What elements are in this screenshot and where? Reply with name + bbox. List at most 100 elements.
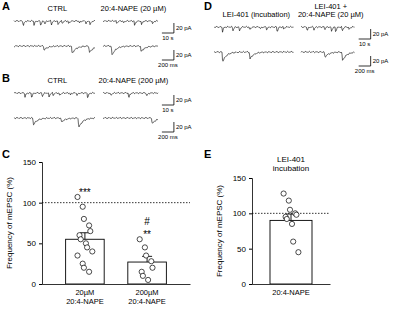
- tick: 0: [32, 280, 42, 289]
- category-label-line: 20:4-NAPE: [66, 297, 104, 306]
- data-point: [75, 253, 80, 258]
- scale-bar-label: 200 ms: [355, 68, 375, 74]
- scale-bar-label: 20 pA: [176, 97, 192, 103]
- trace-short: [301, 51, 355, 60]
- trace-heading: 20:4-NAPE (20 µM): [101, 4, 167, 13]
- trace-short: [103, 45, 158, 54]
- scale-bar: [162, 33, 174, 34]
- data-point: [286, 198, 291, 203]
- reference-line: [252, 213, 330, 214]
- trace-heading: 20:4-NAPE (20 µM): [298, 10, 364, 19]
- data-point: [281, 191, 286, 196]
- category-label-line: 20µM: [75, 288, 94, 297]
- scale-bar: [370, 29, 371, 39]
- axis-title: Frequency of mEPSC (%): [5, 177, 14, 269]
- data-point: [81, 216, 86, 221]
- reference-line: [42, 202, 190, 203]
- bar: [66, 239, 105, 284]
- x-axis: [43, 284, 191, 286]
- data-point: [88, 229, 93, 234]
- trace-long: [14, 20, 95, 25]
- scale-bar: [173, 95, 174, 105]
- trace-short: [103, 117, 158, 123]
- trace-short: [14, 45, 95, 52]
- trace-heading: CTRL: [48, 4, 68, 13]
- data-point: [150, 265, 155, 270]
- error-bar-stem: [291, 214, 292, 220]
- trace-heading: LEI-401 (incubation): [223, 10, 291, 19]
- scale-bar-label: 200 ms: [158, 134, 178, 140]
- category-label: 20µM20:4-NAPE: [66, 288, 104, 306]
- trace-long: [214, 26, 294, 32]
- trace-panel: CTRL20:4-NAPE (20 µM)20 pA10 s20 pA200 m…: [14, 4, 192, 68]
- tick-label: 100: [23, 199, 37, 208]
- chart: 050100150Frequency of mEPSC (%)20:4-NAPE…: [215, 155, 331, 297]
- category-label: 200µM20:4-NAPE: [128, 288, 166, 306]
- tick-label: 0: [242, 280, 247, 289]
- data-point: [149, 259, 154, 264]
- panel-label: D: [204, 0, 212, 12]
- scale-bar: [162, 105, 174, 106]
- tick-label: 150: [233, 174, 247, 183]
- data-point: [143, 253, 148, 258]
- chart-title-line: incubation: [273, 164, 309, 173]
- axis-line: [43, 284, 191, 285]
- scale-bar-label: 10 s: [359, 41, 370, 47]
- tick-label: 0: [32, 280, 37, 289]
- axis-line: [249, 179, 253, 285]
- tick: 100: [233, 209, 252, 218]
- scale-bar-label: 20 pA: [373, 58, 389, 64]
- significance-label: **: [143, 229, 151, 240]
- data-point: [289, 221, 294, 226]
- scale-bar: [359, 39, 371, 40]
- significance-label: #: [144, 216, 150, 227]
- data-point: [87, 269, 92, 274]
- scale-bar: [173, 50, 174, 60]
- figure: ABCDECTRL20:4-NAPE (20 µM)20 pA10 s20 pA…: [0, 0, 400, 323]
- tick-mark: [39, 162, 42, 163]
- tick-mark: [249, 178, 252, 179]
- scale-bar: [359, 66, 371, 67]
- scale-bar-label: 20 pA: [373, 31, 389, 37]
- bar: [270, 220, 312, 284]
- data-point: [137, 237, 142, 242]
- data-point: [90, 249, 95, 254]
- data-point: [140, 273, 145, 278]
- tick-mark: [39, 203, 42, 204]
- category-label: 20:4-NAPE: [272, 288, 310, 297]
- tick-label: 50: [237, 245, 246, 254]
- data-point: [85, 245, 90, 250]
- data-point: [87, 223, 92, 228]
- panel-label: E: [204, 148, 211, 160]
- scale-bar-label: 200 ms: [158, 62, 178, 68]
- tick-label: 150: [23, 158, 37, 167]
- trace-short: [14, 117, 95, 127]
- tick: 50: [237, 245, 252, 254]
- data-point: [78, 237, 83, 242]
- trace-long: [103, 20, 158, 25]
- tick-mark: [39, 243, 42, 244]
- trace-long: [301, 26, 355, 31]
- tick-mark: [249, 213, 252, 214]
- tick-label: 50: [27, 239, 36, 248]
- scale-bar-label: 10 s: [162, 35, 173, 41]
- category-label-line: 20:4-NAPE: [128, 297, 166, 306]
- data-point: [81, 265, 86, 270]
- tick: 150: [23, 158, 42, 167]
- data-point: [142, 245, 147, 250]
- tick: 0: [242, 280, 252, 289]
- trace-short: [214, 51, 294, 61]
- scale-bar: [173, 122, 174, 132]
- data-point: [296, 250, 301, 255]
- scale-bar: [162, 60, 174, 61]
- data-point: [291, 239, 296, 244]
- trace-heading: CTRL: [48, 76, 68, 85]
- tick: 50: [27, 239, 42, 248]
- data-point: [294, 212, 299, 217]
- axis-line: [39, 163, 43, 285]
- scale-bar-label: 20 pA: [176, 124, 192, 130]
- category-label-line: 20:4-NAPE: [272, 288, 310, 297]
- scale-bar: [370, 56, 371, 66]
- tick-mark: [249, 249, 252, 250]
- scale-bar-label: 20 pA: [176, 52, 192, 58]
